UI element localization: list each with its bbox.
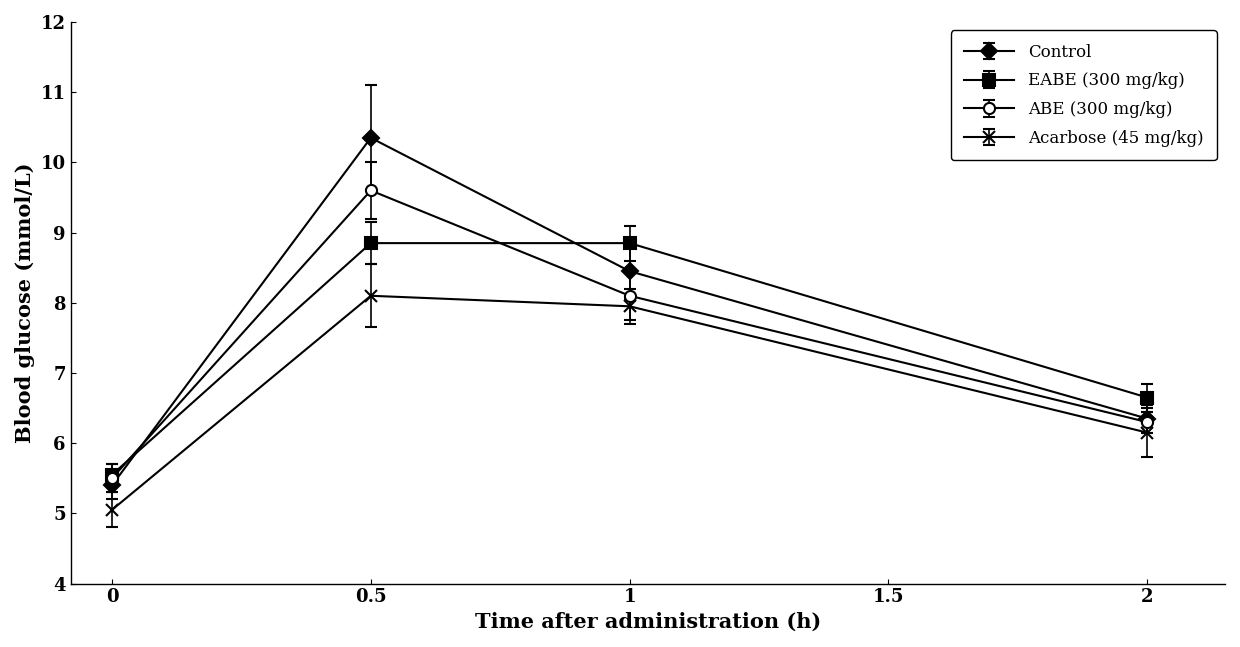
Y-axis label: Blood glucose (mmol/L): Blood glucose (mmol/L) (15, 162, 35, 443)
X-axis label: Time after administration (h): Time after administration (h) (475, 612, 821, 632)
Legend: Control, EABE (300 mg/kg), ABE (300 mg/kg), Acarbose (45 mg/kg): Control, EABE (300 mg/kg), ABE (300 mg/k… (951, 30, 1216, 160)
